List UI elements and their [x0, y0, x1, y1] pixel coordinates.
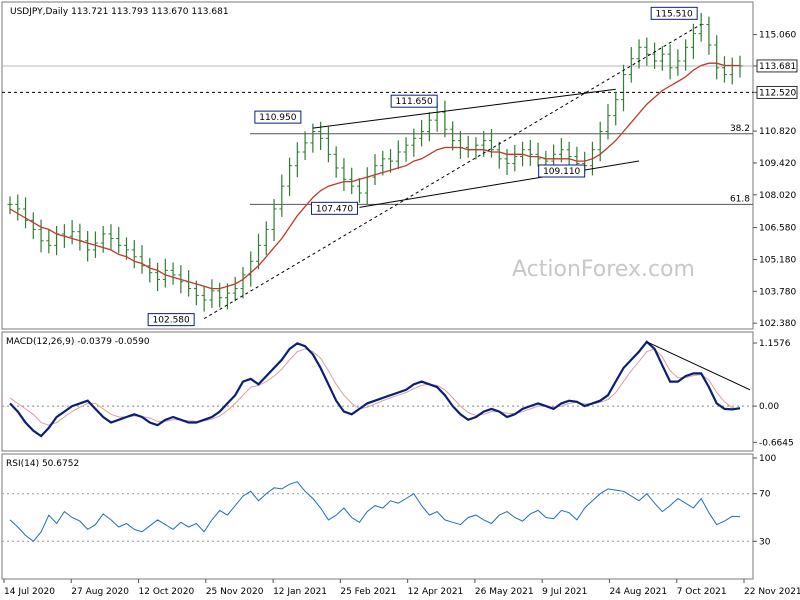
price-marker-box	[756, 59, 798, 73]
price-y-tick-label: 115.060	[759, 31, 796, 41]
macd-y-tick-label: 0.00	[759, 402, 779, 412]
annotation-box	[310, 201, 358, 215]
x-tick-label: 25 Feb 2021	[340, 587, 396, 597]
annotation-box	[538, 164, 586, 178]
macd-y-axis: 1.1576 0.00 -0.6645	[753, 339, 794, 448]
x-tick-label: 14 Jul 2020	[4, 587, 55, 597]
annotation-label: 107.470	[316, 204, 353, 214]
rsi-y-tick-label: 70	[759, 490, 771, 500]
price-y-tick-label: 108.020	[759, 191, 796, 201]
x-tick-label: 12 Jan 2021	[273, 587, 327, 597]
annotation-box	[650, 6, 698, 20]
rsi-panel-frame	[1, 453, 754, 580]
price-y-tick-label: 110.820	[759, 127, 796, 137]
annotation-box	[254, 110, 302, 124]
x-tick-label: 12 Apr 2021	[408, 587, 464, 597]
price-lines	[9, 23, 740, 320]
annotation-box	[147, 313, 195, 327]
annotation-label: 110.950	[259, 113, 296, 123]
price-marker-box	[756, 85, 798, 99]
channel-lower	[359, 160, 640, 208]
price-y-tick-label: 109.420	[759, 159, 796, 169]
rsi-y-tick-label: 30	[759, 537, 771, 547]
x-tick-label: 24 Aug 2021	[609, 587, 667, 597]
trend-line-dashed	[203, 23, 702, 320]
channel-upper	[312, 88, 616, 129]
rsi-y-axis: 100 70 30	[753, 454, 776, 547]
price-y-tick-label: 112.520	[759, 88, 796, 98]
price-y-tick-label: 103.780	[759, 287, 796, 297]
annotation-label: 109.110	[543, 167, 580, 177]
x-tick-label: 25 Nov 2020	[206, 587, 264, 597]
x-tick-label: 22 Nov 2021	[744, 587, 800, 597]
price-y-axis: 115.060 113.681 112.520 110.820 109.420 108.0…	[753, 31, 798, 329]
price-y-tick-label: 105.180	[759, 255, 796, 265]
x-axis: 14 Jul 2020 27 Aug 2020 12 Oct 2020 25 Nov …	[3, 579, 800, 597]
x-tick-label: 12 Oct 2020	[139, 587, 195, 597]
rsi-y-tick-label: 100	[759, 454, 776, 464]
rsi-panel-title: RSI(14) 50.6752	[6, 459, 79, 469]
rsi-line	[9, 481, 741, 542]
rsi-layer	[2, 481, 753, 542]
annotation-label: 111.650	[396, 97, 433, 107]
annotation-label: 115.510	[656, 9, 693, 19]
price-guides: 38.2 61.8	[2, 65, 753, 205]
annotation-label: 102.580	[153, 316, 190, 326]
watermark: ActionForex.com	[512, 257, 695, 282]
macd-layer	[2, 340, 753, 438]
price-y-tick-label: 113.681	[759, 62, 796, 72]
x-tick-label: 26 May 2021	[475, 587, 534, 597]
macd-y-tick-label: -0.6645	[759, 438, 794, 448]
macd-panel-title: MACD(12,26,9) -0.0379 -0.0590	[6, 337, 150, 347]
price-panel-title: USDJPY,Daily 113.721 113.793 113.670 113…	[10, 7, 229, 17]
x-tick-label: 7 Oct 2021	[677, 587, 727, 597]
macd-panel-frame	[1, 331, 754, 452]
fib-level-label: 38.2	[730, 124, 750, 134]
price-y-tick-label: 106.580	[759, 224, 796, 234]
macd-y-tick-label: 1.1576	[759, 339, 791, 349]
price-annotations: 115.510 111.650 110.950 109.110 107.470 102.5…	[147, 6, 698, 327]
x-tick-label: 9 Jul 2021	[542, 587, 587, 597]
macd-trend-line	[646, 341, 751, 391]
price-y-tick-label: 102.380	[759, 319, 796, 329]
ma-line	[9, 62, 740, 290]
fib-level-label: 61.8	[730, 194, 750, 204]
annotation-box	[390, 94, 438, 108]
macd-line	[9, 340, 741, 438]
x-tick-label: 27 Aug 2020	[71, 587, 129, 597]
